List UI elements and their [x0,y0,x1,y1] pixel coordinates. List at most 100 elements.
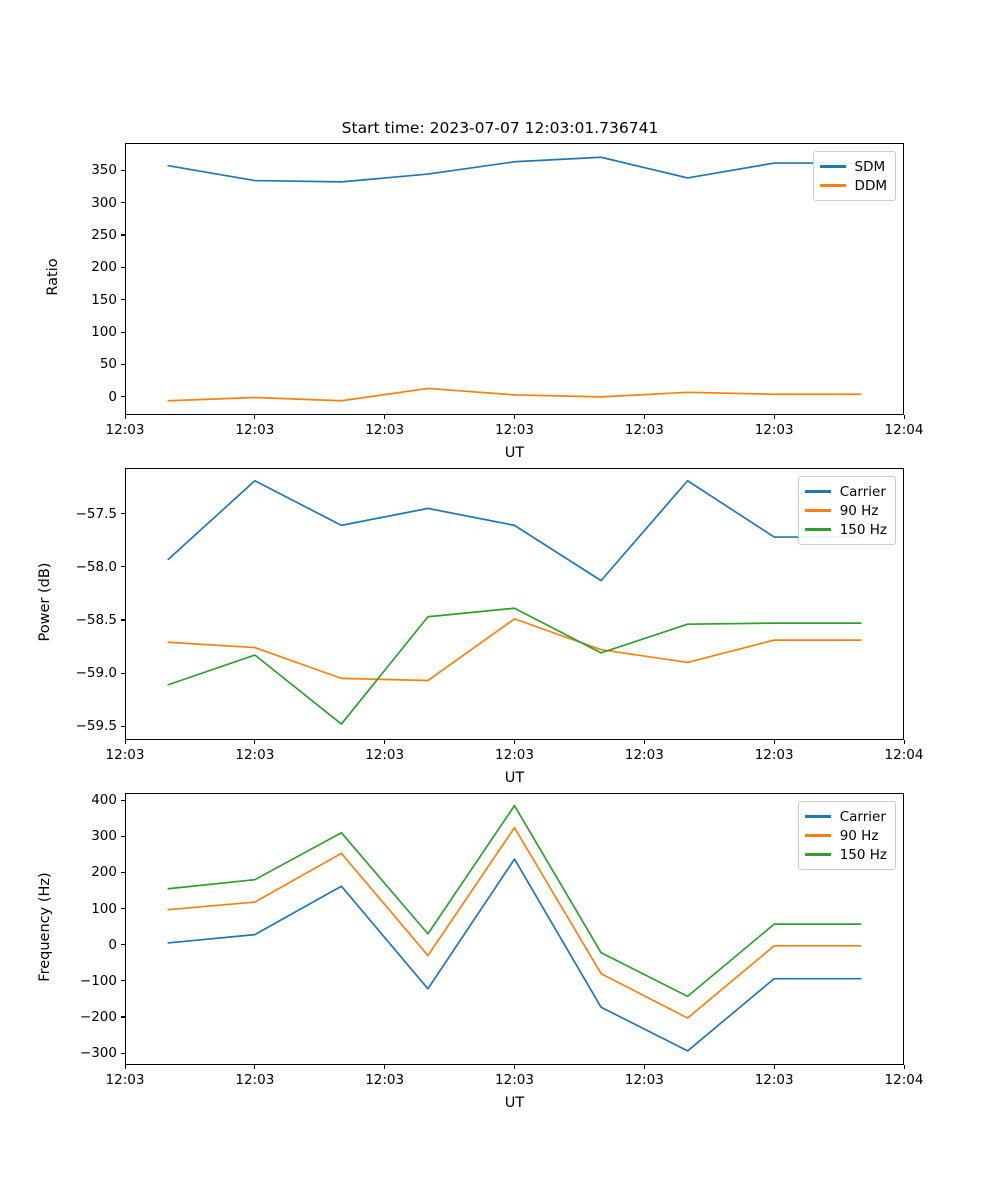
x-tick-mark [903,1065,905,1069]
y-tick-mark [121,234,125,236]
legend-color-swatch [819,184,846,187]
y-tick-mark [121,513,125,515]
x-tick-mark [643,1065,645,1069]
legend[interactable]: SDM DDM [812,151,896,201]
x-tick-mark [254,415,256,419]
y-tick-label: 200 [91,864,117,881]
legend-color-swatch [804,528,831,531]
y-tick-mark [121,725,125,727]
x-tick-label: 12:04 [884,747,924,763]
legend-color-swatch [804,853,831,856]
y-tick-label: −59.0 [75,665,117,682]
y-tick-mark [121,331,125,333]
y-tick-mark [121,871,125,874]
y-tick-mark [121,169,125,171]
x-tick-label: 12:03 [235,747,275,763]
legend-item: 90 Hz [804,826,887,845]
y-tick-label: 150 [91,291,117,308]
x-tick-mark [514,1065,516,1069]
legend-item: DDM [819,176,887,195]
x-tick-mark [384,1065,386,1069]
legend-item: 150 Hz [804,520,887,539]
legend-label: 90 Hz [839,827,879,844]
y-tick-label: 300 [91,194,117,211]
x-tick-label: 12:03 [365,747,405,763]
x-tick-label: 12:03 [235,1072,275,1088]
y-tick-label: −200 [79,1008,117,1025]
legend-label: 150 Hz [839,521,887,538]
y-tick-mark [121,835,125,837]
y-tick-label: −58.5 [75,611,117,628]
x-tick-label: 12:03 [495,422,534,438]
x-tick-label: 12:03 [754,747,794,763]
legend-color-swatch [804,509,831,512]
x-tick-mark [514,740,516,744]
x-tick-mark [643,415,645,419]
plot-frame [125,143,904,415]
x-tick-label: 12:04 [884,1072,924,1088]
x-tick-mark [254,740,256,744]
y-tick-label: −300 [79,1045,117,1062]
y-tick-label: 400 [91,792,117,809]
y-tick-mark [121,944,125,946]
legend[interactable]: Carrier 90 Hz 150 Hz [797,476,896,545]
y-tick-label: −58.0 [75,558,117,575]
y-tick-mark [121,908,125,910]
legend-item: Carrier [804,482,887,501]
legend-label: SDM [854,158,886,175]
y-tick-label: 350 [91,162,117,179]
legend-item: SDM [819,157,887,176]
y-tick-mark [121,1016,125,1018]
x-tick-label: 12:03 [105,422,145,438]
legend-color-swatch [819,165,846,168]
y-tick-mark [121,1052,125,1054]
x-tick-label: 12:03 [754,422,794,438]
x-tick-mark [124,1065,126,1069]
x-tick-label: 12:03 [624,1072,664,1088]
legend-label: 150 Hz [839,846,887,863]
x-tick-mark [384,740,386,744]
y-tick-label: 0 [108,936,117,953]
plot-frame [125,793,904,1065]
x-axis-label: UT [504,770,525,786]
x-tick-label: 12:03 [365,422,405,438]
y-tick-mark [121,396,125,398]
x-axis-label: UT [504,445,525,461]
legend[interactable]: Carrier 90 Hz 150 Hz [797,801,896,870]
y-tick-mark [121,566,125,568]
y-tick-mark [121,266,125,268]
x-tick-label: 12:03 [495,747,534,763]
y-tick-mark [121,799,125,801]
legend-label: Carrier [839,483,886,500]
x-tick-mark [514,415,516,419]
y-tick-mark [121,202,125,204]
y-tick-label: 50 [99,356,117,373]
x-tick-mark [643,740,645,744]
x-tick-label: 12:03 [754,1072,794,1088]
x-tick-label: 12:03 [624,422,664,438]
y-tick-label: 100 [91,900,117,917]
legend-item: 150 Hz [804,845,887,864]
legend-label: DDM [854,177,887,194]
x-tick-mark [773,415,775,419]
y-tick-label: 200 [91,259,117,276]
x-tick-mark [903,740,905,744]
y-axis-label: Frequency (Hz) [37,872,53,982]
x-tick-label: 12:03 [105,747,145,763]
y-tick-label: 0 [108,388,117,405]
x-tick-mark [773,740,775,744]
y-tick-mark [121,363,125,366]
x-tick-mark [124,740,126,744]
legend-item: Carrier [804,807,887,826]
x-tick-label: 12:03 [624,747,664,763]
y-tick-label: −100 [79,972,117,989]
y-tick-mark [121,980,125,982]
y-tick-label: −59.5 [75,718,117,735]
legend-color-swatch [804,815,831,818]
y-tick-label: −57.5 [75,505,117,522]
y-tick-label: 100 [91,324,117,341]
legend-color-swatch [804,490,831,493]
x-tick-label: 12:03 [365,1072,405,1088]
